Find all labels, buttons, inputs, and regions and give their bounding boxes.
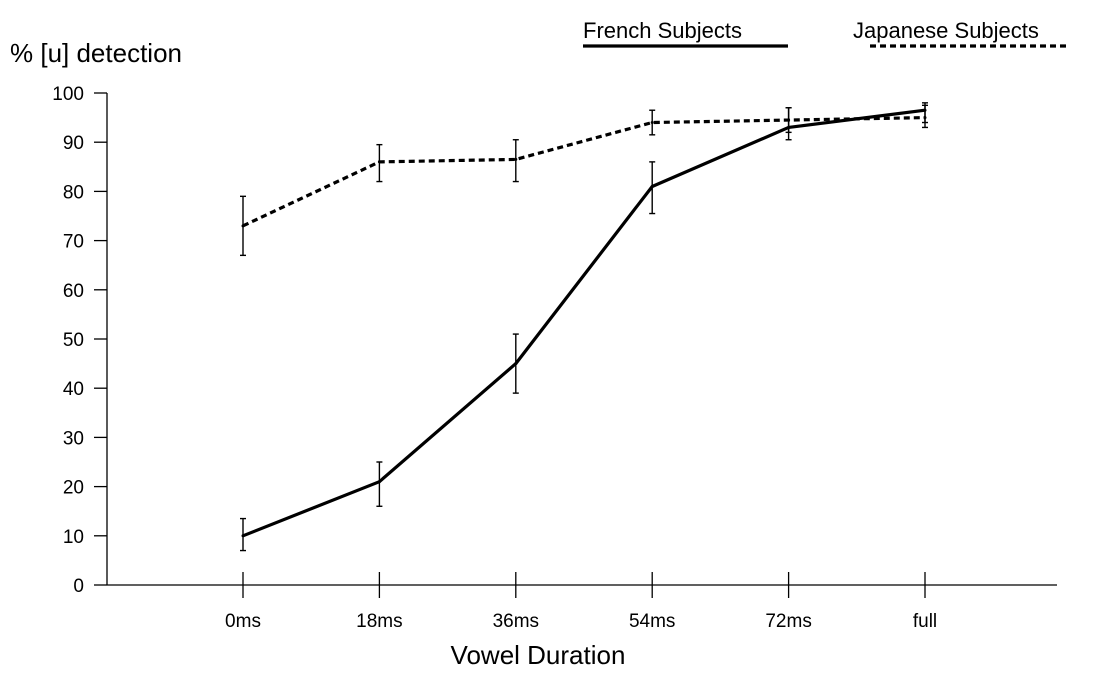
y-tick-label: 100 <box>52 84 84 105</box>
y-tick-label: 40 <box>63 379 84 400</box>
data-point <box>650 121 654 125</box>
axes: 0 10 20 30 40 50 60 70 80 90 100 0ms 18ms 36ms 54ms 72m… <box>52 84 1057 632</box>
y-tick-label: 50 <box>63 330 84 351</box>
legend-item: French Subjects <box>583 18 788 48</box>
series-line <box>242 116 926 228</box>
y-tick-label: 80 <box>63 182 84 203</box>
series-0 <box>240 102 928 552</box>
x-tick-label: full <box>913 611 937 632</box>
x-tick-label: 54ms <box>629 611 675 632</box>
legend-label: Japanese Subjects <box>853 18 1039 43</box>
data-point <box>241 224 245 228</box>
legend-item: Japanese Subjects <box>853 18 1066 48</box>
series-layer <box>240 102 928 552</box>
data-point <box>514 362 518 366</box>
legend-label: French Subjects <box>583 18 742 43</box>
x-tick-label: 18ms <box>356 611 402 632</box>
x-tick-label: 72ms <box>765 611 811 632</box>
x-tick-label: 36ms <box>493 611 539 632</box>
data-point <box>787 118 791 122</box>
data-point <box>514 157 518 161</box>
data-point <box>241 534 245 538</box>
series-line <box>242 108 926 538</box>
data-point <box>377 480 381 484</box>
legend: French Subjects Japanese Subjects <box>583 18 1066 48</box>
data-point <box>650 184 654 188</box>
y-tick-label: 90 <box>63 133 84 154</box>
y-tick-label: 0 <box>73 576 84 597</box>
y-tick-label: 60 <box>63 281 84 302</box>
y-axis-title: % [u] detection <box>10 38 182 68</box>
y-tick-label: 70 <box>63 232 84 253</box>
y-tick-label: 20 <box>63 478 84 499</box>
series-1 <box>240 104 928 257</box>
x-tick-label: 0ms <box>225 611 261 632</box>
data-point <box>923 116 927 120</box>
x-axis-title: Vowel Duration <box>451 640 626 670</box>
y-tick-label: 30 <box>63 428 84 449</box>
y-tick-label: 10 <box>63 527 84 548</box>
data-point <box>377 160 381 164</box>
